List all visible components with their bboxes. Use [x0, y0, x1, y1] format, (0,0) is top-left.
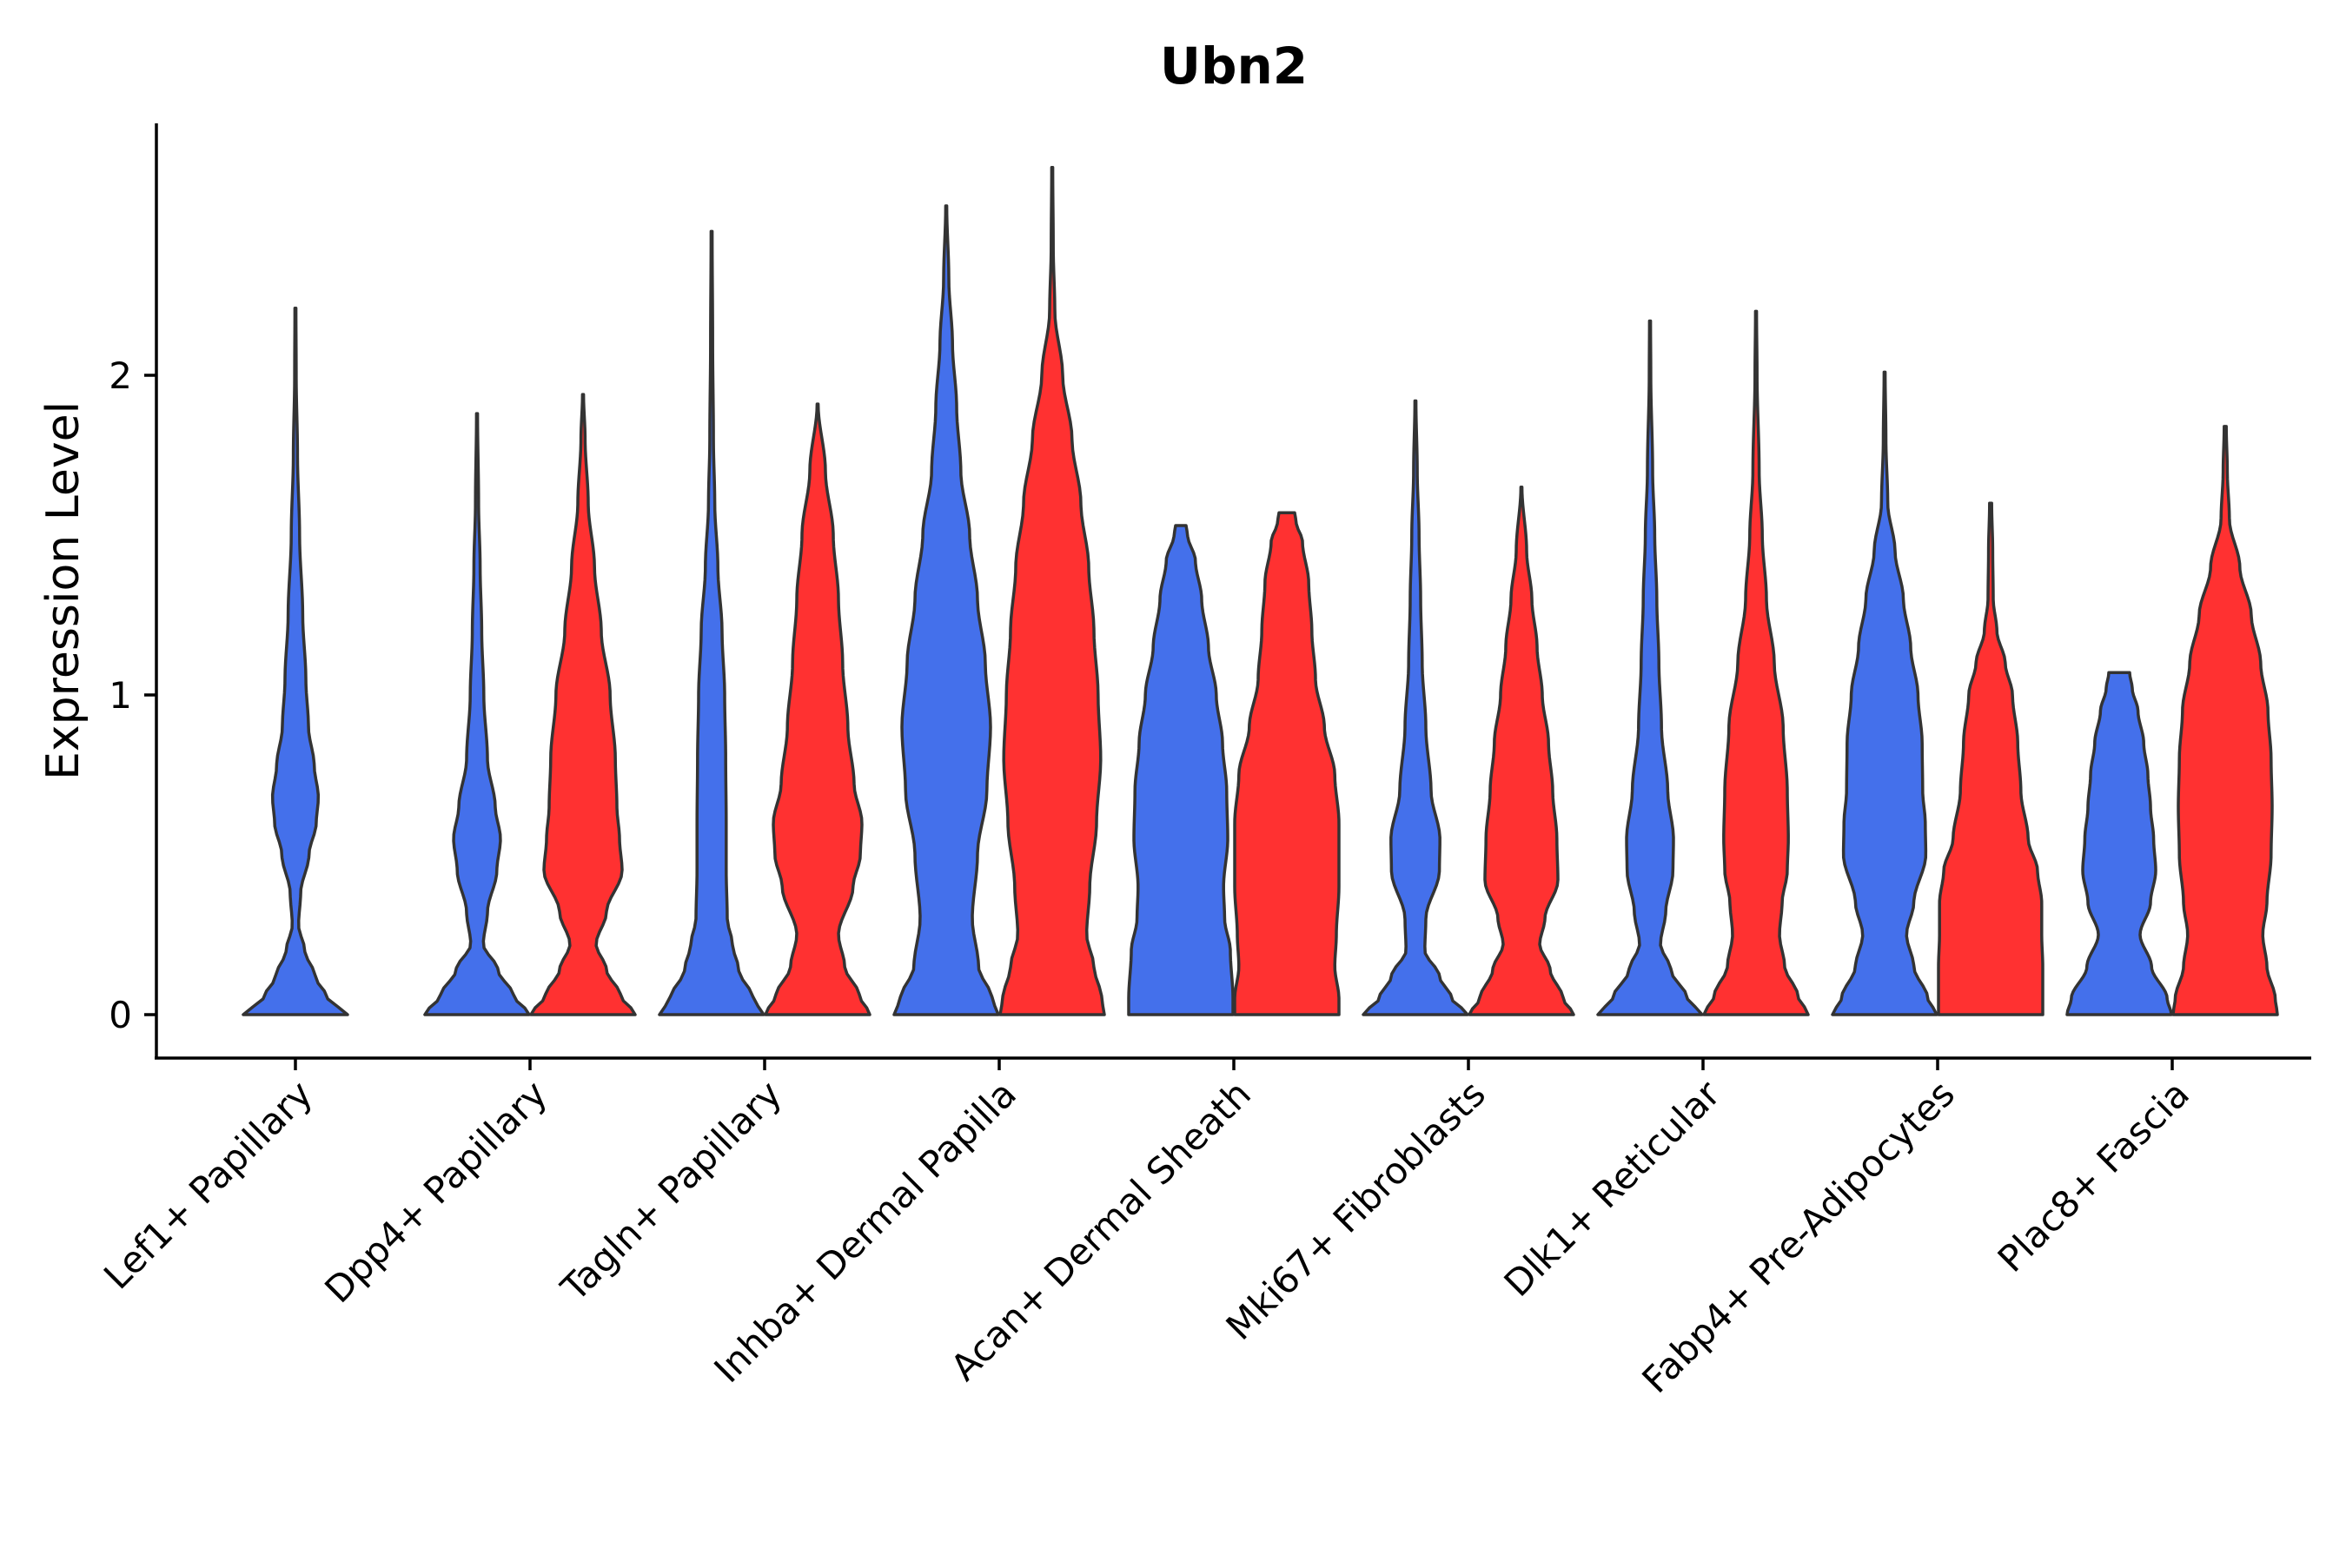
violin-group2-tagln-papillary [764, 402, 871, 1016]
violin-group1-plac8-fascia [2065, 671, 2173, 1016]
y-tick-label-2: 2 [109, 354, 132, 397]
x-tick-label-dpp4-papillary: Dpp4+ Papillary [316, 1072, 555, 1311]
violin-group1-mki67-fibroblasts [1362, 399, 1469, 1016]
violin-group2-inhba-dermal-papilla [998, 166, 1106, 1016]
violin-group1-inhba-dermal-papilla [892, 204, 1000, 1016]
violin-group1-dlk1-reticular [1596, 319, 1704, 1016]
violin-group2-mki67-fibroblasts [1468, 486, 1575, 1016]
violin-group2-fabp4-pre-adipocytes [1937, 501, 2044, 1016]
y-tick-label-0: 0 [109, 994, 132, 1036]
y-ticks-layer: 0 1 2 [109, 354, 156, 1036]
x-tick-label-plac8-fascia: Plac8+ Fascia [1990, 1072, 2197, 1280]
violin-group2-dpp4-papillary [529, 393, 637, 1016]
x-tick-label-dlk1-reticular: Dlk1+ Reticular [1496, 1072, 1729, 1305]
violin-group2-plac8-fascia [2171, 425, 2279, 1016]
x-tick-label-lef1-papillary: Lef1+ Papillary [96, 1072, 321, 1297]
y-tick-label-1: 1 [109, 674, 132, 717]
violin-group1-dpp4-papillary [423, 412, 531, 1016]
y-axis-label: Expression Level [37, 401, 89, 780]
chart-title: Ubn2 [1160, 36, 1308, 96]
violin-group1-lef1-papillary [242, 306, 349, 1016]
x-tick-label-tagln-papillary: Tagln+ Papillary [553, 1072, 790, 1309]
x-tick-label-mki67-fibroblasts: Mki67+ Fibroblasts [1218, 1072, 1494, 1347]
violin-group1-fabp4-pre-adipocytes [1831, 370, 1938, 1016]
violin-group1-tagln-papillary [658, 229, 765, 1016]
violins-layer [242, 166, 2279, 1016]
violin-group1-acan-dermal-sheath [1127, 524, 1235, 1016]
violin-group2-acan-dermal-sheath [1233, 511, 1341, 1016]
violin-group2-dlk1-reticular [1702, 309, 1810, 1016]
